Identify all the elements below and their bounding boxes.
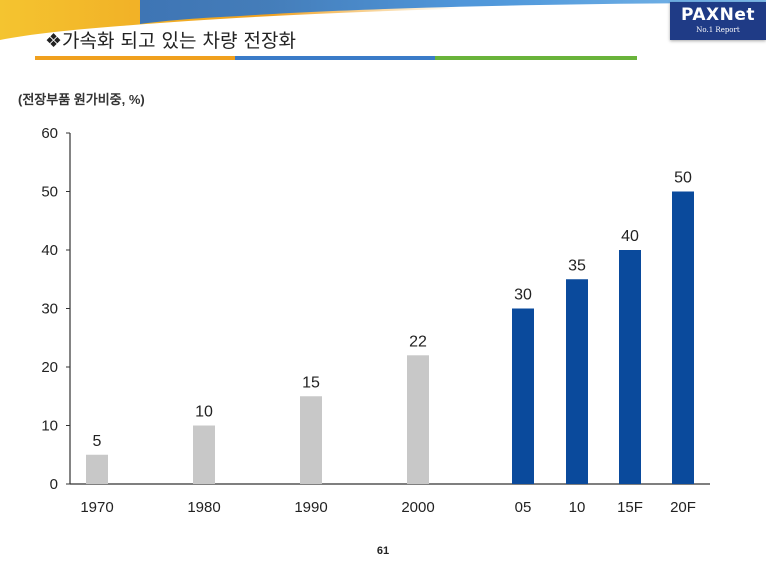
bar-value-label: 50 xyxy=(674,170,692,187)
bar-value-label: 35 xyxy=(568,257,586,274)
y-tick-label: 60 xyxy=(41,125,58,142)
logo-main-text: PAXNet xyxy=(680,5,756,25)
y-tick-label: 30 xyxy=(41,301,58,318)
x-tick-label: 20F xyxy=(670,499,696,516)
paxnet-logo: PAXNet No.1 Report xyxy=(670,2,766,40)
x-tick-label: 1980 xyxy=(187,499,220,516)
bar xyxy=(300,396,322,484)
header-swoosh xyxy=(0,0,766,40)
y-tick-label: 40 xyxy=(41,242,58,259)
bar xyxy=(86,454,108,484)
y-tick-label: 0 xyxy=(50,476,58,493)
underline-segment xyxy=(235,56,435,60)
x-tick-label: 2000 xyxy=(401,499,434,516)
y-tick-label: 20 xyxy=(41,359,58,376)
x-tick-label: 05 xyxy=(515,499,532,516)
y-tick-label: 50 xyxy=(41,184,58,201)
logo-sub-text: No.1 Report xyxy=(696,26,740,34)
x-tick-label: 1990 xyxy=(294,499,327,516)
bar-value-label: 10 xyxy=(195,404,213,421)
y-axis-ticks: 0 10 20 30 40 50 60 xyxy=(41,125,70,493)
bar xyxy=(193,425,215,484)
bar xyxy=(512,308,534,484)
bar xyxy=(566,279,588,484)
title-underline xyxy=(35,56,637,60)
bar xyxy=(672,191,694,484)
bar xyxy=(619,250,641,484)
y-unit-label: (전장부품 원가비중, %) xyxy=(18,92,145,107)
underline-segment xyxy=(435,56,637,60)
bar-value-label: 30 xyxy=(514,287,532,304)
value-labels-group: 5 10 15 22 30 35 40 50 xyxy=(93,170,692,450)
page-number: 61 xyxy=(376,545,390,557)
x-tick-label: 15F xyxy=(617,499,643,516)
underline-segment xyxy=(35,56,235,60)
x-axis-labels: 1970 1980 1990 2000 05 10 15F 20F xyxy=(80,499,696,516)
bar xyxy=(407,355,429,484)
x-tick-label: 1970 xyxy=(80,499,113,516)
bars-group xyxy=(86,191,694,484)
bar-value-label: 15 xyxy=(302,374,320,391)
y-tick-label: 10 xyxy=(41,418,58,435)
x-tick-label: 10 xyxy=(569,499,586,516)
slide-title: ❖가속화 되고 있는 차량 전장화 xyxy=(45,30,296,52)
bar-value-label: 5 xyxy=(93,433,102,450)
bar-value-label: 40 xyxy=(621,228,639,245)
bar-value-label: 22 xyxy=(409,333,427,350)
